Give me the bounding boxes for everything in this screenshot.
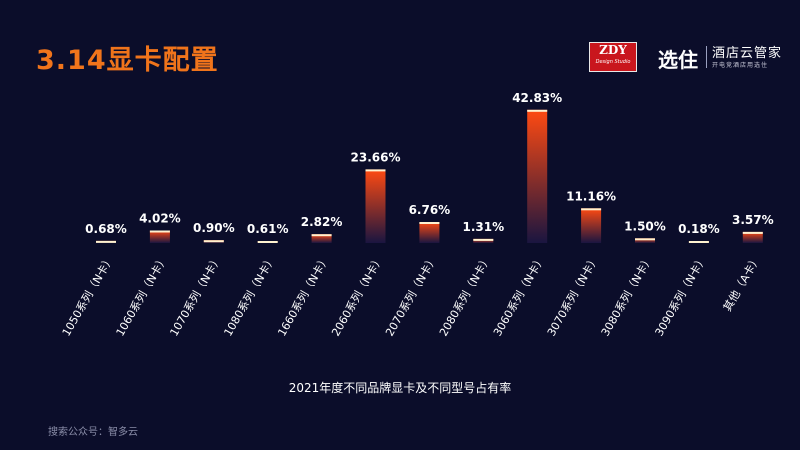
category-label-13: 其他（A卡） bbox=[721, 253, 764, 314]
chart-x-axis-title: 2021年度不同品牌显卡及不同型号占有率 bbox=[288, 381, 512, 395]
bar-9 bbox=[527, 109, 548, 243]
bar-cap-5 bbox=[311, 234, 332, 237]
bar-cap-13 bbox=[742, 231, 763, 234]
bar-10 bbox=[581, 208, 602, 243]
bar-cap-8 bbox=[473, 238, 494, 241]
bar-cap-6 bbox=[365, 169, 386, 172]
category-label-4: 1080系列（N卡） bbox=[221, 253, 279, 339]
zdy-logo-text: ZDY bbox=[599, 43, 627, 57]
bar-cap-10 bbox=[581, 208, 602, 211]
category-label-6: 2060系列（N卡） bbox=[328, 253, 386, 339]
bar-cap-2 bbox=[149, 230, 170, 233]
bar-cap-12 bbox=[688, 241, 709, 243]
category-label-1: 1050系列（N卡） bbox=[59, 253, 117, 339]
value-label-10: 11.16% bbox=[566, 189, 616, 203]
value-label-3: 0.90% bbox=[193, 221, 235, 235]
bar-cap-11 bbox=[635, 238, 655, 241]
bar-5 bbox=[311, 234, 332, 243]
value-label-5: 2.82% bbox=[301, 215, 343, 229]
bar-13 bbox=[742, 231, 763, 243]
category-label-7: 2070系列（N卡） bbox=[382, 253, 440, 339]
value-label-12: 0.18% bbox=[678, 222, 720, 236]
value-label-13: 3.57% bbox=[732, 213, 774, 227]
category-label-2: 1060系列（N卡） bbox=[113, 253, 171, 339]
page-title: 3.14显卡配置 bbox=[36, 45, 219, 76]
value-label-11: 1.50% bbox=[624, 219, 666, 233]
brand-divider bbox=[706, 46, 707, 68]
brand-slogan: 开电竞酒店用选住 bbox=[712, 62, 769, 69]
bar-cap-7 bbox=[419, 222, 440, 224]
category-label-3: 1070系列（N卡） bbox=[167, 252, 225, 338]
category-label-9: 3060系列（N卡） bbox=[490, 253, 548, 339]
category-label-11: 3080系列（N卡） bbox=[598, 253, 656, 339]
value-label-6: 23.66% bbox=[351, 150, 401, 164]
footer-source: 搜索公众号：智多云 bbox=[48, 427, 138, 438]
value-label-9: 42.83% bbox=[512, 91, 562, 105]
bar-2 bbox=[149, 230, 170, 243]
value-label-1: 0.68% bbox=[85, 222, 127, 236]
zdy-logo-subtext: Design Studio bbox=[595, 59, 631, 65]
value-label-2: 4.02% bbox=[139, 212, 181, 226]
brand-logo-mark: 选住 bbox=[658, 48, 698, 72]
bar-cap-4 bbox=[257, 241, 278, 243]
category-label-12: 3090系列（N卡） bbox=[652, 253, 710, 339]
brand-name: 酒店云管家 bbox=[712, 46, 783, 61]
bar-7 bbox=[419, 222, 440, 243]
category-label-5: 1660系列（N卡） bbox=[274, 253, 332, 339]
value-label-8: 1.31% bbox=[462, 220, 504, 234]
bar-cap-3 bbox=[203, 240, 224, 243]
value-label-7: 6.76% bbox=[409, 203, 451, 217]
zdy-logo: ZDY Design Studio bbox=[589, 42, 637, 72]
bar-cap-9 bbox=[527, 109, 548, 112]
category-label-8: 2080系列（N卡） bbox=[436, 253, 494, 339]
bar-cap-1 bbox=[96, 240, 116, 243]
category-label-10: 3070系列（N卡） bbox=[544, 253, 602, 339]
bar-6 bbox=[365, 169, 386, 243]
bar-8 bbox=[473, 238, 494, 243]
value-label-4: 0.61% bbox=[247, 222, 289, 236]
bar-11 bbox=[635, 238, 655, 243]
